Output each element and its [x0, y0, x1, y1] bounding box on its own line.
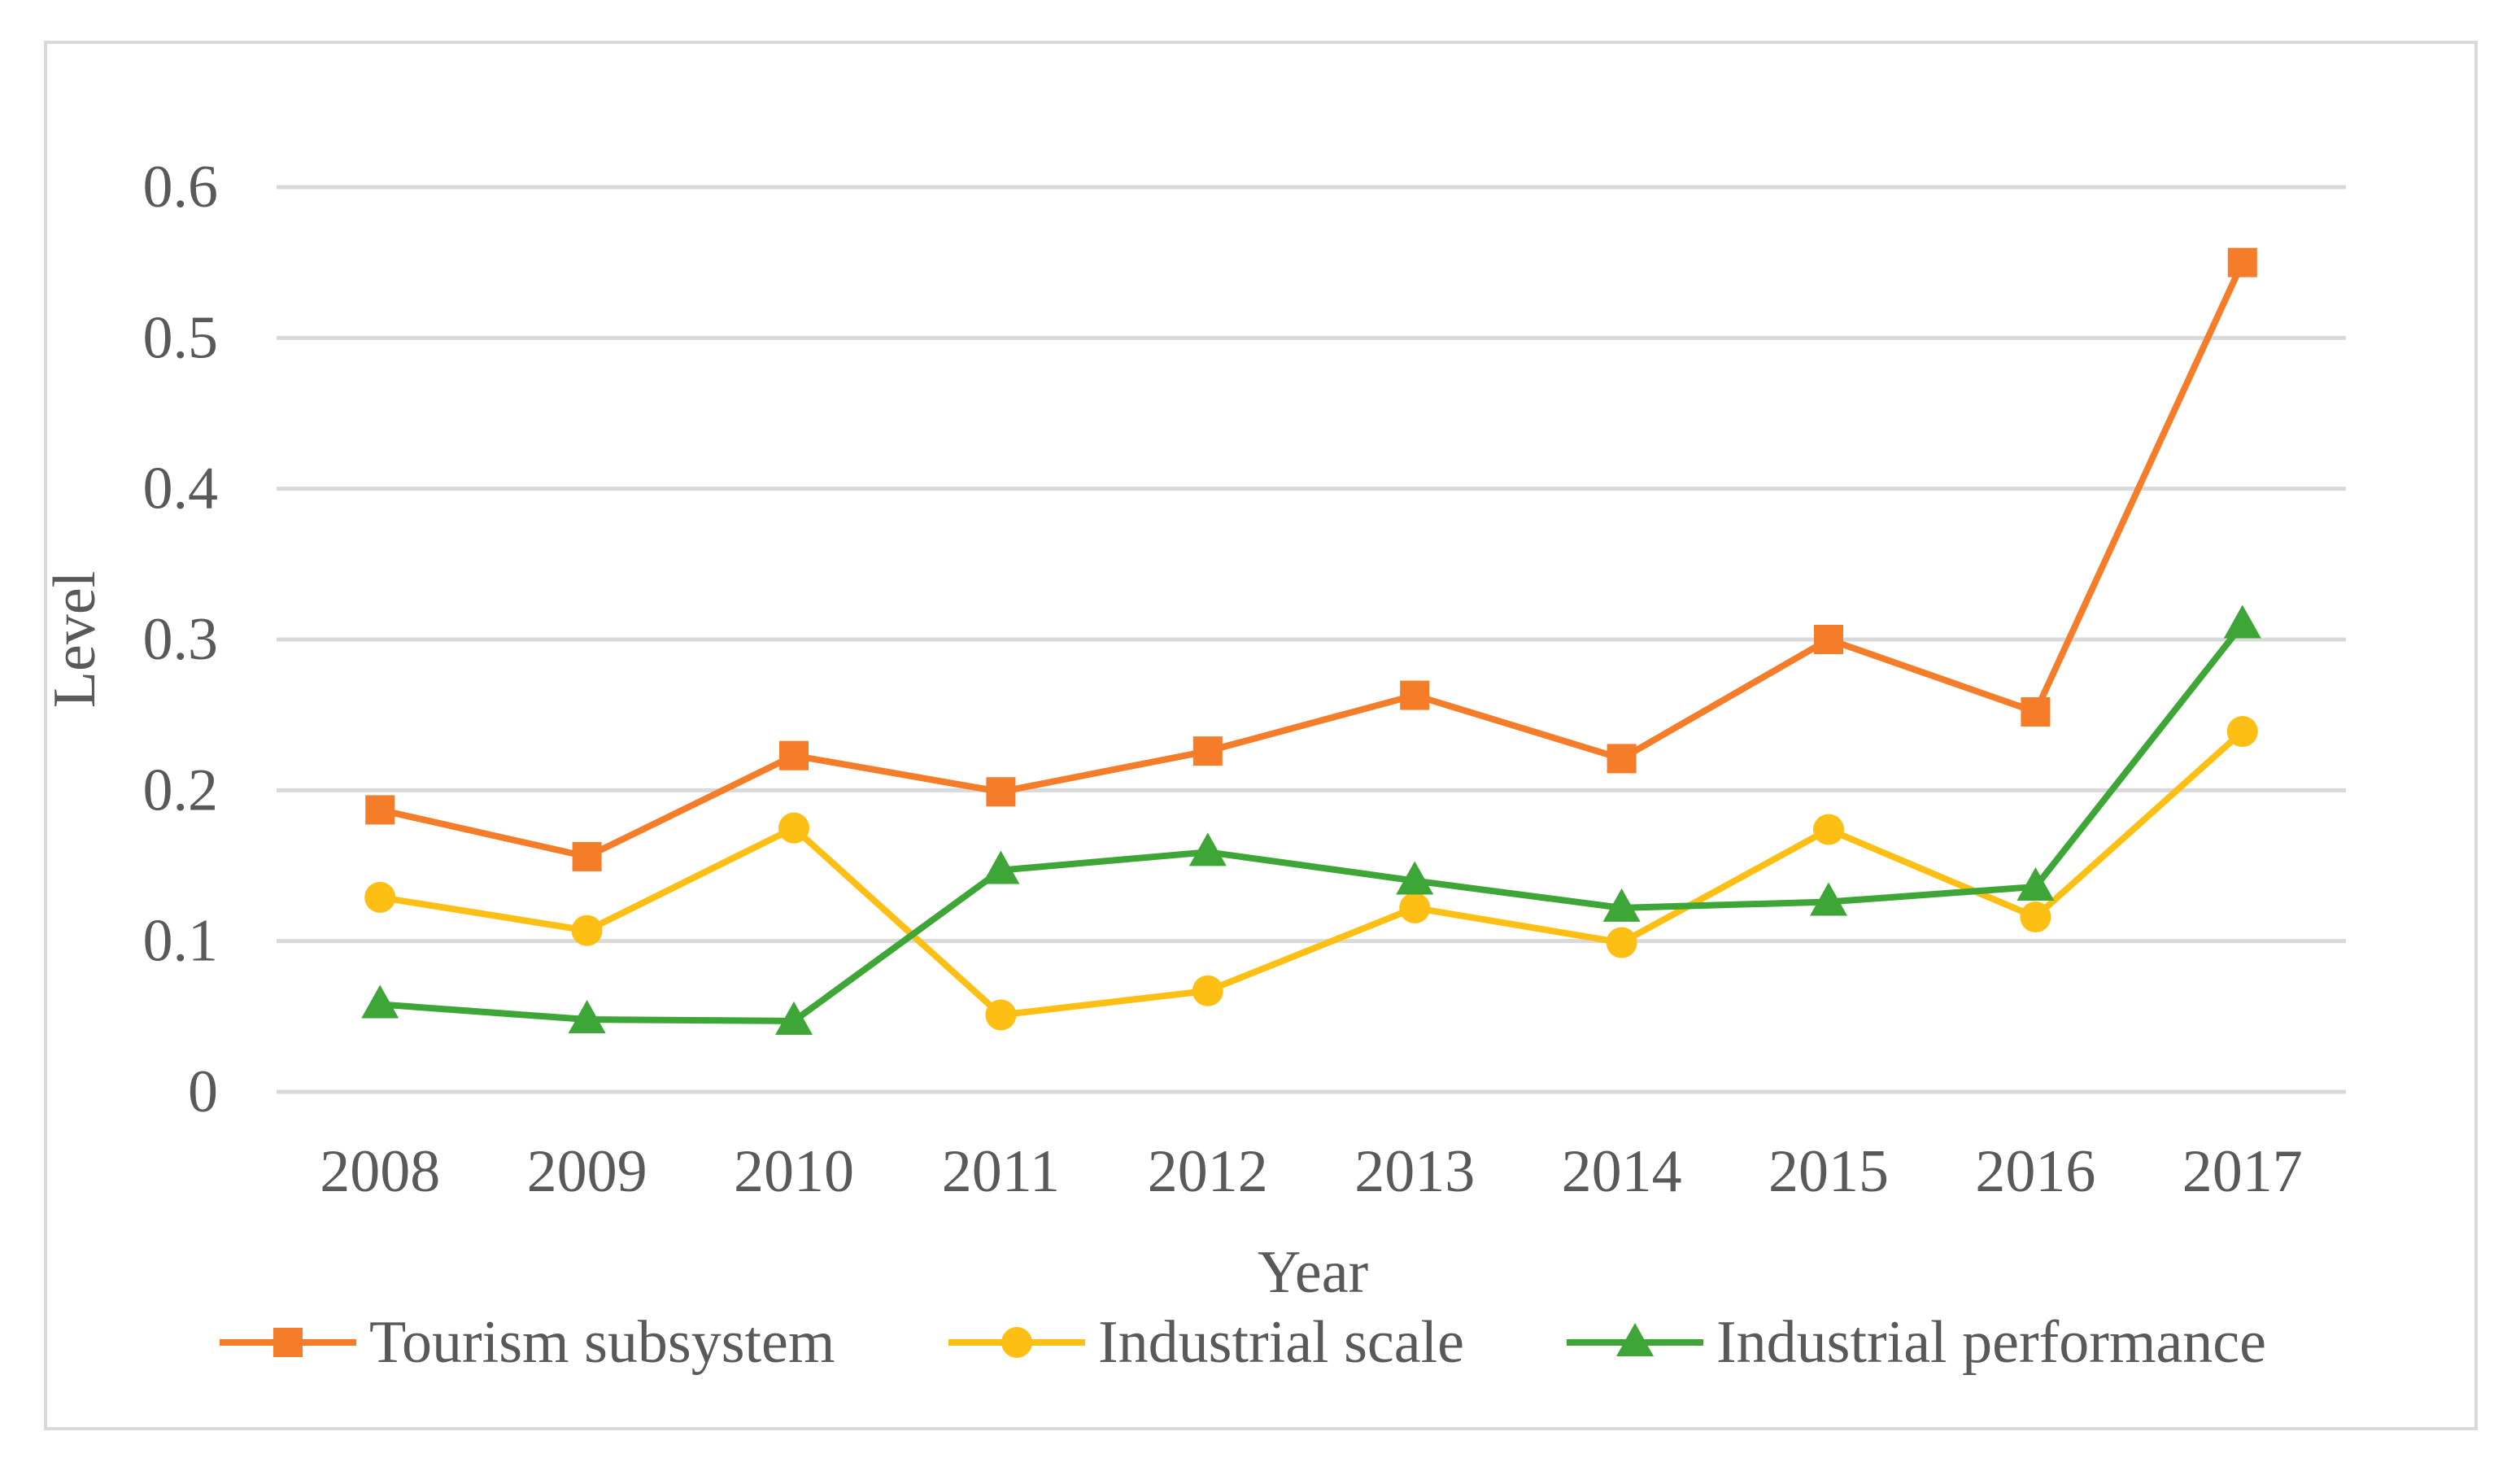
legend-label: Tourism subsystem: [369, 1309, 835, 1376]
data-point: [1606, 927, 1637, 958]
data-point: [1607, 744, 1637, 774]
data-point: [1810, 882, 1847, 916]
series-industrial-performance: [361, 605, 2261, 1035]
data-point: [986, 777, 1016, 807]
data-point: [779, 740, 809, 770]
y-tick-label: 0.1: [143, 908, 219, 975]
x-tick-label: 2012: [1148, 1138, 1268, 1205]
series-line: [377, 621, 2246, 1024]
data-point: [1399, 892, 1431, 923]
x-tick-label: 2009: [527, 1138, 647, 1205]
data-point: [1396, 861, 1434, 895]
x-tick-label: 2017: [2182, 1138, 2303, 1205]
y-tick-label: 0.6: [143, 154, 219, 220]
y-tick-label: 0: [188, 1059, 218, 1125]
legend-swatch-marker: [273, 1328, 303, 1357]
y-axis-title: Level: [41, 571, 108, 708]
legend-item: Industrial performance: [1567, 1309, 2266, 1376]
legend-item: Industrial scale: [948, 1309, 1464, 1376]
gridlines: [277, 185, 2346, 1094]
series-tourism-subsystem: [365, 247, 2257, 871]
data-point: [571, 914, 603, 946]
data-point: [1813, 814, 1844, 845]
data-point: [572, 841, 602, 871]
data-point: [2020, 901, 2051, 933]
data-point: [2226, 716, 2258, 748]
y-tick-labels: 0 0.1 0.2 0.3 0.4 0.5 0.6: [143, 154, 219, 1125]
data-point: [364, 881, 396, 913]
data-point: [775, 1001, 813, 1035]
data-point: [2016, 866, 2055, 901]
series-line: [377, 259, 2246, 860]
legend-label: Industrial scale: [1098, 1309, 1464, 1376]
series-line: [377, 728, 2246, 1019]
data-point: [1188, 832, 1227, 866]
data-point: [1192, 736, 1223, 766]
series-lines: [361, 247, 2261, 1035]
data-point: [361, 984, 399, 1019]
data-point: [1602, 888, 1641, 922]
x-tick-label: 2011: [942, 1138, 1060, 1205]
data-point: [778, 812, 809, 844]
x-tick-label: 2016: [1975, 1138, 2095, 1205]
data-point: [2227, 247, 2257, 277]
x-tick-label: 2010: [734, 1138, 854, 1205]
x-tick-labels: 2008 2009 2010 2011 2012 2013 2014 2015 2016 2017: [320, 1138, 2303, 1205]
legend: Tourism subsystem Industrial scale Industr…: [220, 1309, 2266, 1376]
data-point: [1814, 625, 1843, 654]
legend-item: Tourism subsystem: [220, 1309, 835, 1376]
y-tick-label: 0.2: [143, 757, 219, 823]
legend-swatch-marker: [1001, 1327, 1032, 1358]
x-tick-label: 2008: [320, 1138, 440, 1205]
y-tick-label: 0.3: [143, 606, 219, 673]
x-tick-label: 2014: [1562, 1138, 1682, 1205]
y-tick-label: 0.4: [143, 456, 219, 522]
data-point: [568, 1000, 606, 1034]
data-point: [2021, 696, 2051, 727]
x-axis-title: Year: [1258, 1239, 1368, 1306]
y-tick-label: 0.5: [143, 304, 219, 371]
legend-swatch-marker: [1616, 1323, 1654, 1356]
x-tick-label: 2015: [1768, 1138, 1889, 1205]
series-industrial-scale: [364, 716, 2258, 1031]
x-tick-label: 2013: [1354, 1138, 1475, 1205]
data-point: [365, 795, 395, 825]
data-point: [985, 999, 1017, 1031]
data-point: [2223, 605, 2261, 639]
legend-label: Industrial performance: [1716, 1309, 2266, 1376]
data-point: [982, 850, 1020, 884]
data-point: [1400, 680, 1430, 710]
data-point: [1192, 975, 1223, 1006]
